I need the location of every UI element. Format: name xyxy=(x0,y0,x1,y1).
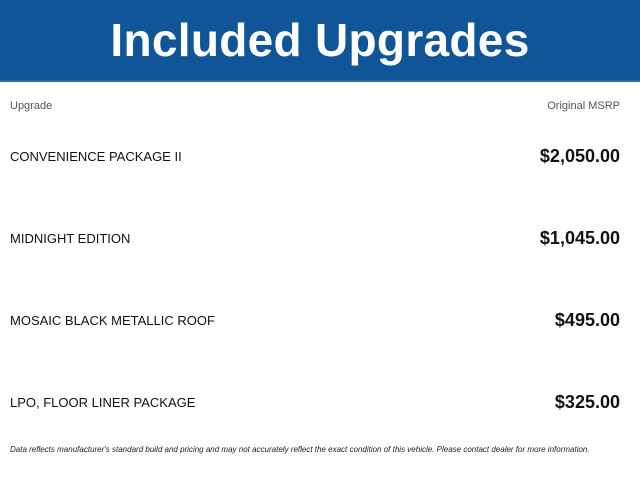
upgrade-price: $325.00 xyxy=(554,391,620,412)
page-title: Included Upgrades xyxy=(110,14,530,66)
upgrade-row: MOSAIC BLACK METALLIC ROOF $495.00 xyxy=(10,308,620,332)
upgrade-row: LPO, FLOOR LINER PACKAGE $325.00 xyxy=(10,390,620,414)
upgrade-row: MIDNIGHT EDITION $1,045.00 xyxy=(10,226,620,250)
upgrade-price: $2,050.00 xyxy=(539,145,620,166)
upgrade-name: LPO, FLOOR LINER PACKAGE xyxy=(10,394,196,410)
upgrade-price: $495.00 xyxy=(554,309,620,330)
upgrade-price: $1,045.00 xyxy=(539,227,620,248)
header-banner: Included Upgrades xyxy=(0,0,640,82)
upgrade-row: CONVENIENCE PACKAGE II $2,050.00 xyxy=(10,144,620,168)
column-upgrade: Upgrade xyxy=(10,100,53,112)
upgrade-name: MOSAIC BLACK METALLIC ROOF xyxy=(10,312,215,328)
column-headers: Upgrade Original MSRP xyxy=(10,100,620,112)
column-msrp: Original MSRP xyxy=(547,100,620,112)
upgrade-name: MIDNIGHT EDITION xyxy=(10,230,131,246)
upgrade-name: CONVENIENCE PACKAGE II xyxy=(10,148,182,164)
disclaimer-note: Data reflects manufacturer's standard bu… xyxy=(10,445,590,454)
